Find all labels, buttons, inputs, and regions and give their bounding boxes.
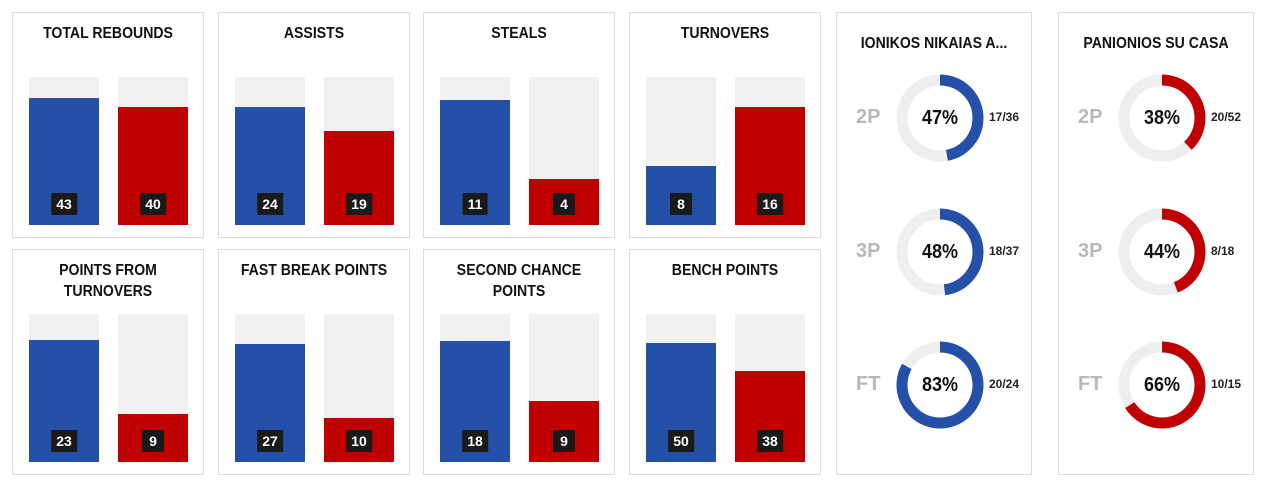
shots-made-attempted: 10/15 bbox=[1211, 377, 1242, 391]
bar-value-label: 11 bbox=[462, 193, 488, 215]
team-name: PANIONIOS SU CASA bbox=[1083, 35, 1229, 52]
bar-track-home: 50 bbox=[646, 314, 716, 462]
bar-track-home: 11 bbox=[440, 77, 510, 225]
team-name: IONIKOS NIKAIAS A... bbox=[860, 35, 1008, 52]
shot-percentage: 47% bbox=[921, 107, 959, 129]
donut-svg bbox=[896, 341, 984, 429]
shooting-donut: 48% bbox=[895, 207, 985, 297]
stat-title: SECOND CHANCE POINTS bbox=[456, 262, 582, 300]
shots-made-attempted: 18/37 bbox=[989, 244, 1020, 258]
bar-value-label: 9 bbox=[142, 430, 164, 452]
stat-title: TOTAL REBOUNDS bbox=[43, 25, 173, 42]
shots-made-attempted: 20/24 bbox=[989, 377, 1020, 391]
stat-title: TURNOVERS bbox=[680, 25, 770, 42]
bar-track-home: 24 bbox=[235, 77, 305, 225]
bar-value-label: 23 bbox=[51, 430, 77, 452]
shot-type-label: 2P bbox=[1078, 106, 1103, 128]
donut-svg bbox=[1118, 341, 1206, 429]
stat-card: TOTAL REBOUNDS 43 40 bbox=[12, 12, 204, 238]
bar-track-away: 10 bbox=[324, 314, 394, 462]
bar-track-home: 8 bbox=[646, 77, 716, 225]
donut-svg bbox=[896, 208, 984, 296]
donut-svg bbox=[1118, 208, 1206, 296]
stat-card: FAST BREAK POINTS 27 10 bbox=[218, 249, 410, 475]
stat-title: STEALS bbox=[491, 25, 547, 42]
bar-value-label: 40 bbox=[140, 193, 166, 215]
stat-card: STEALS 11 4 bbox=[423, 12, 615, 238]
bar-value-label: 50 bbox=[668, 430, 694, 452]
shot-type-label: 2P bbox=[856, 106, 881, 128]
bar-value-label: 19 bbox=[346, 193, 372, 215]
shot-percentage: 83% bbox=[921, 374, 959, 396]
bar-value-label: 27 bbox=[257, 430, 283, 452]
bar-track-away: 40 bbox=[118, 77, 188, 225]
shot-percentage: 44% bbox=[1143, 241, 1181, 263]
bar-track-away: 9 bbox=[529, 314, 599, 462]
bar-track-away: 38 bbox=[735, 314, 805, 462]
bar-track-home: 43 bbox=[29, 77, 99, 225]
stat-title: BENCH POINTS bbox=[671, 262, 779, 279]
stat-title: POINTS FROM TURNOVERS bbox=[59, 262, 157, 300]
shooting-card: PANIONIOS SU CASA 2P 38% 20/52 3P 44% 8/18 FT 66… bbox=[1058, 12, 1254, 475]
bar-track-away: 4 bbox=[529, 77, 599, 225]
bar-value-label: 43 bbox=[51, 193, 77, 215]
shots-made-attempted: 17/36 bbox=[989, 110, 1020, 124]
donut-arc bbox=[1118, 74, 1206, 162]
shots-made-attempted: 20/52 bbox=[1211, 110, 1242, 124]
bar-track-away: 19 bbox=[324, 77, 394, 225]
stat-card: SECOND CHANCE POINTS 18 9 bbox=[423, 249, 615, 475]
bar-value-label: 8 bbox=[670, 193, 692, 215]
shot-type-label: FT bbox=[856, 373, 881, 395]
bar-value-label: 4 bbox=[553, 193, 575, 215]
bar-value-label: 38 bbox=[757, 430, 783, 452]
shooting-donut: 47% bbox=[895, 73, 985, 163]
donut-svg bbox=[1118, 74, 1206, 162]
donut-arc bbox=[896, 341, 984, 429]
stat-title: FAST BREAK POINTS bbox=[240, 262, 388, 279]
bar-value-label: 9 bbox=[553, 430, 575, 452]
donut-svg bbox=[896, 74, 984, 162]
bar-value-label: 24 bbox=[257, 193, 283, 215]
shot-type-label: 3P bbox=[1078, 240, 1103, 262]
stat-title: ASSISTS bbox=[283, 25, 345, 42]
bar-track-away: 16 bbox=[735, 77, 805, 225]
shot-type-label: FT bbox=[1078, 373, 1103, 395]
donut-arc bbox=[1118, 208, 1206, 296]
bar-track-home: 18 bbox=[440, 314, 510, 462]
stat-card: BENCH POINTS 50 38 bbox=[629, 249, 821, 475]
stat-card: TURNOVERS 8 16 bbox=[629, 12, 821, 238]
bar-track-home: 27 bbox=[235, 314, 305, 462]
bar-value-label: 10 bbox=[346, 430, 372, 452]
shots-made-attempted: 8/18 bbox=[1211, 244, 1235, 258]
shooting-donut: 66% bbox=[1117, 340, 1207, 430]
shooting-card: IONIKOS NIKAIAS A... 2P 47% 17/36 3P 48% 18/37… bbox=[836, 12, 1032, 475]
shooting-donut: 38% bbox=[1117, 73, 1207, 163]
donut-arc bbox=[1118, 341, 1206, 429]
bar-value-label: 16 bbox=[757, 193, 783, 215]
shot-percentage: 66% bbox=[1143, 374, 1181, 396]
donut-arc bbox=[896, 74, 984, 162]
bar-value-label: 18 bbox=[462, 430, 488, 452]
stat-card: ASSISTS 24 19 bbox=[218, 12, 410, 238]
stat-card: POINTS FROM TURNOVERS 23 9 bbox=[12, 249, 204, 475]
shot-percentage: 38% bbox=[1143, 107, 1181, 129]
shot-type-label: 3P bbox=[856, 240, 881, 262]
shooting-donut: 83% bbox=[895, 340, 985, 430]
bar-track-home: 23 bbox=[29, 314, 99, 462]
donut-arc bbox=[896, 208, 984, 296]
bar-track-away: 9 bbox=[118, 314, 188, 462]
shooting-donut: 44% bbox=[1117, 207, 1207, 297]
shot-percentage: 48% bbox=[921, 241, 959, 263]
